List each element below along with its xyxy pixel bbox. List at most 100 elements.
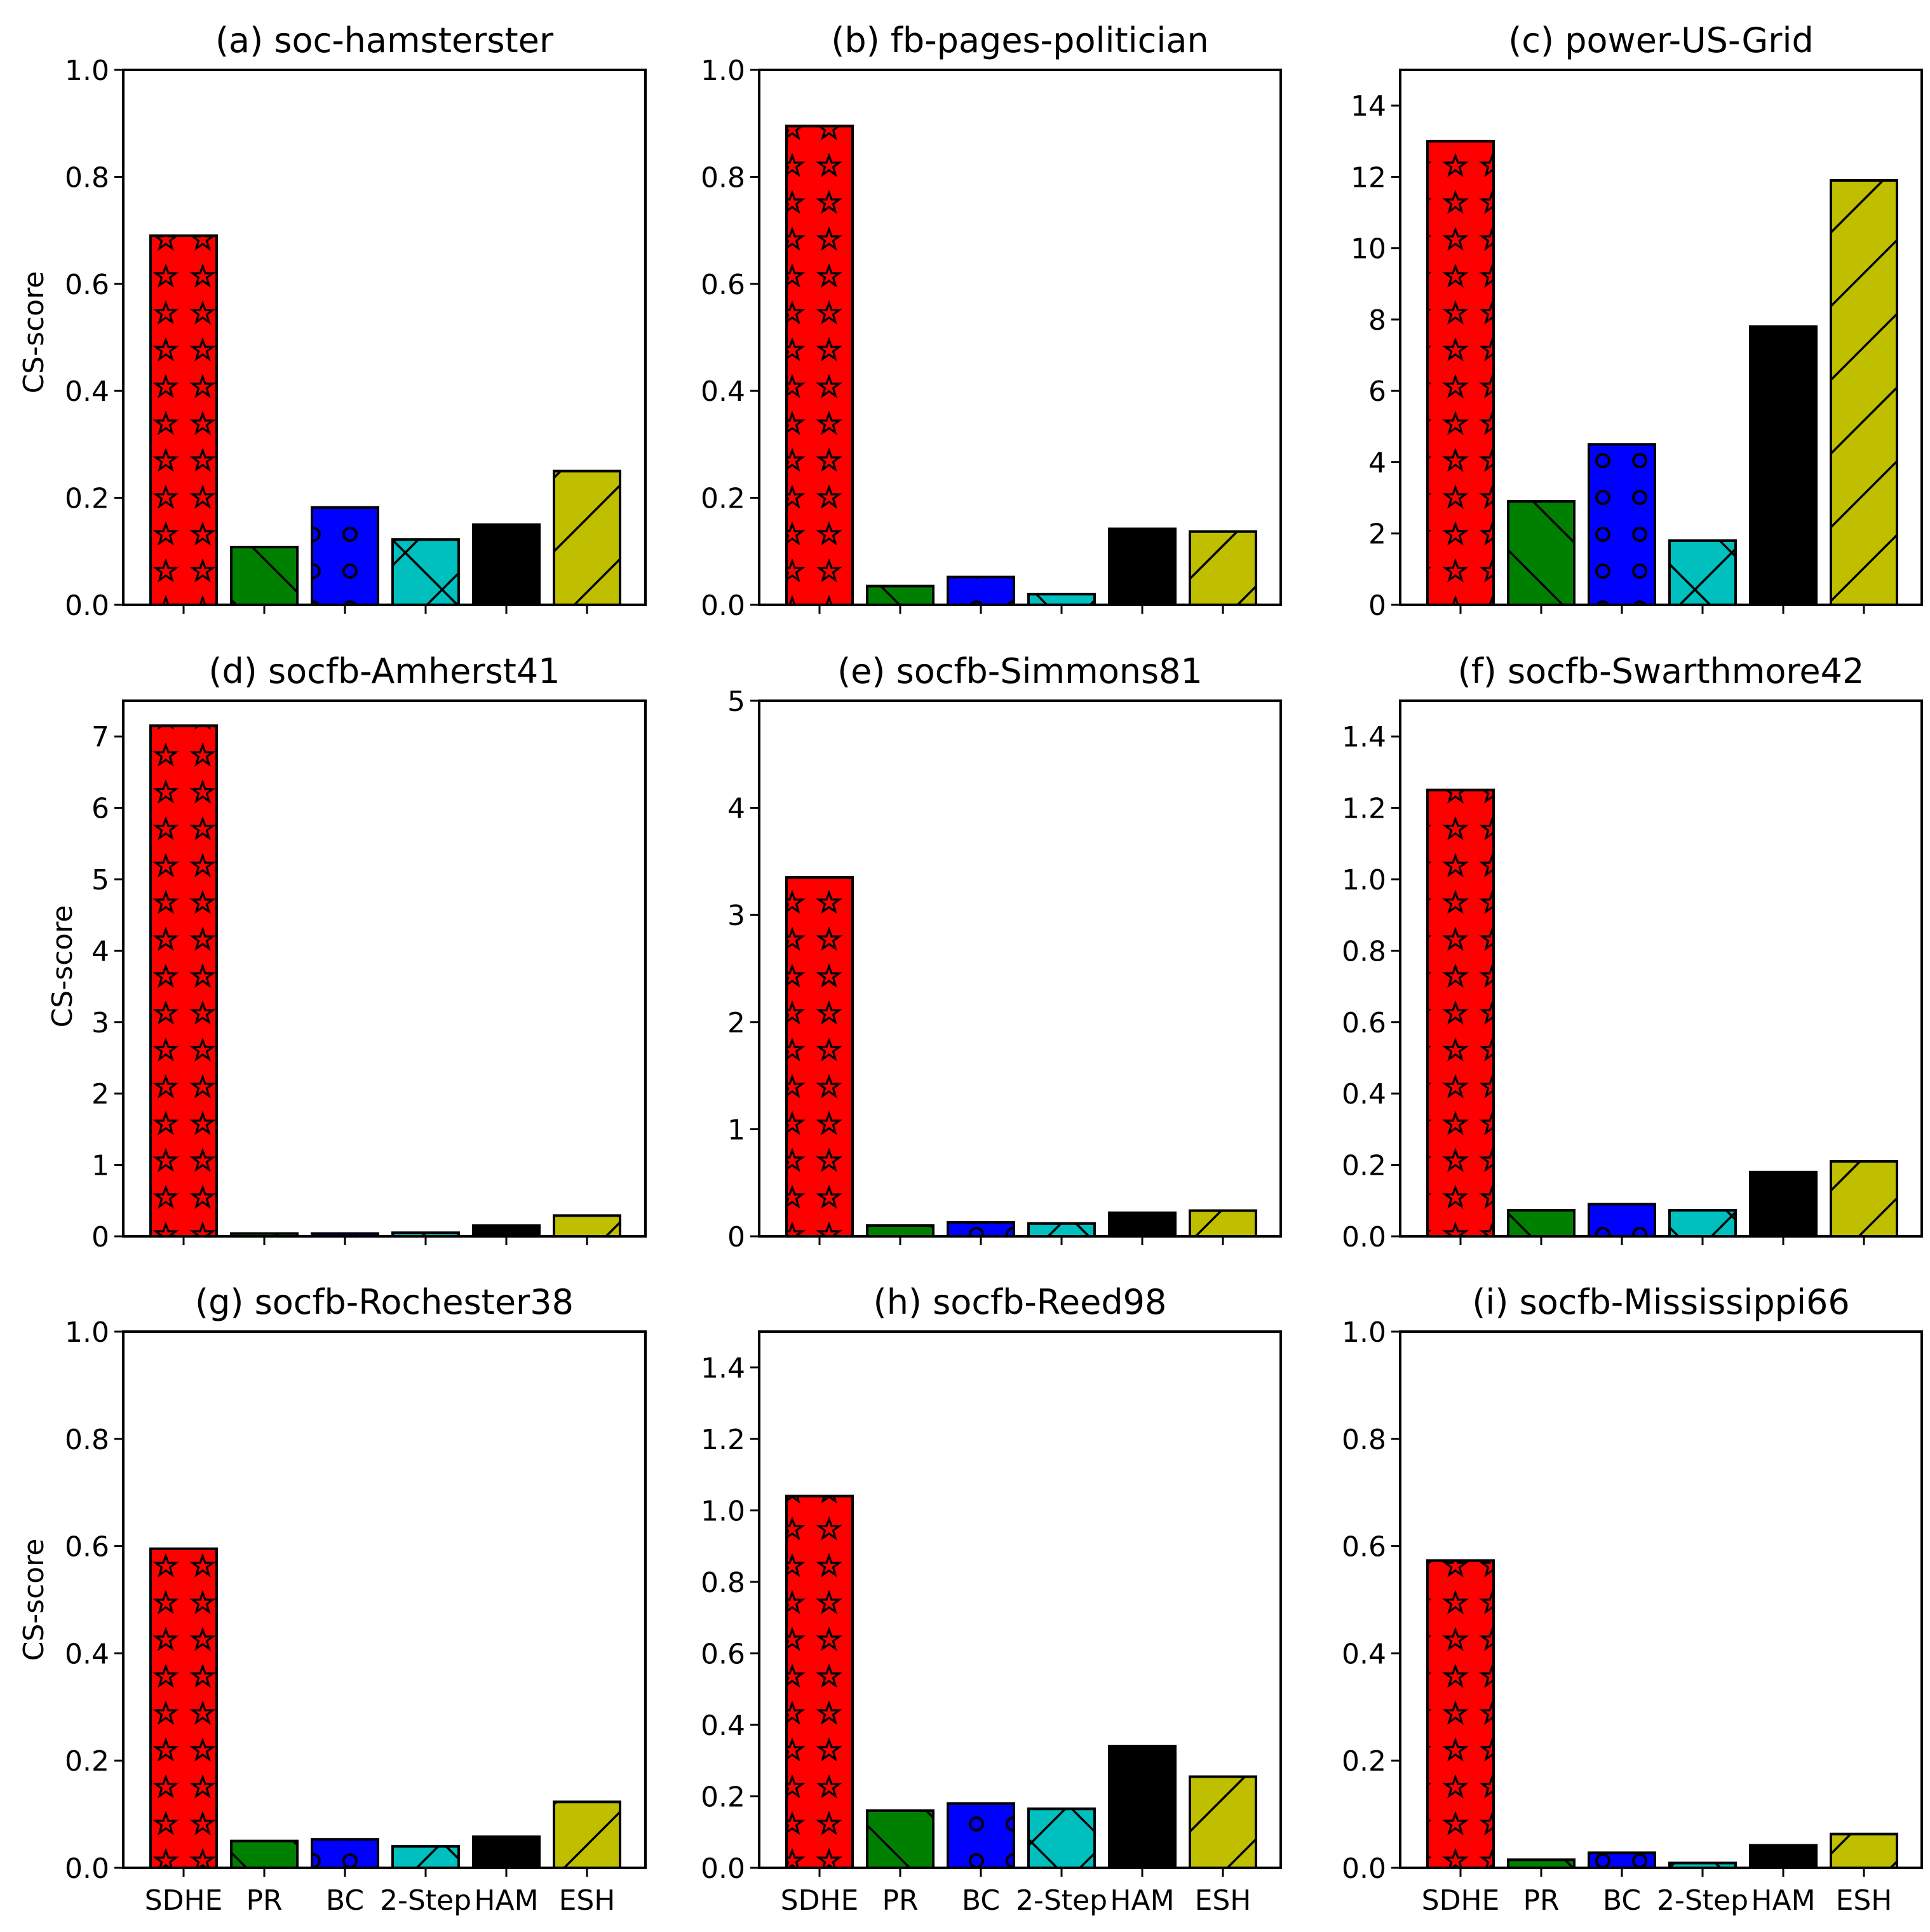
y-tick-label: 0.0 <box>1342 1221 1386 1253</box>
x-tick-label: ESH <box>559 1884 616 1917</box>
bar-hatch-bc <box>312 1839 378 1868</box>
y-tick-label: 0 <box>1368 590 1386 622</box>
chart-title: (e) socfb-Simmons81 <box>837 651 1203 691</box>
chart-layer: 0.00.20.40.60.81.0(a) soc-hamsterster0.0… <box>65 20 1923 1917</box>
y-tick-label: 0.8 <box>701 161 745 194</box>
y-tick-label: 0.0 <box>65 590 109 622</box>
bar-hatch-2-step <box>393 1846 459 1868</box>
bar-hatch-sdhe <box>151 726 217 1236</box>
y-tick-label: 6 <box>91 793 109 825</box>
chart-title: (c) power-US-Grid <box>1508 20 1814 60</box>
bar-hatch-bc <box>1589 1204 1655 1236</box>
y-tick-label: 1.2 <box>701 1424 745 1456</box>
axes-frame <box>758 699 1282 1238</box>
bar-hatch-sdhe <box>151 1548 217 1868</box>
chart-panel-6: 0.0 0.2 0.4 0.6 0.8 1.0 1.2 1.4 (f) socfb-Swarth… <box>1342 651 1923 1253</box>
y-tick-label: 12 <box>1351 161 1386 194</box>
x-tick-label: PR <box>246 1884 282 1917</box>
bar-hatch-pr <box>231 1233 297 1236</box>
y-tick-label: 6 <box>1368 375 1386 408</box>
y-tick-label: 4 <box>727 793 745 825</box>
bar-hatch-sdhe <box>151 236 217 605</box>
y-tick-label: 14 <box>1351 90 1386 123</box>
y-tick-label: 0.2 <box>65 1745 109 1778</box>
bar-hatch-pr <box>867 1226 933 1236</box>
y-tick-label: 0.8 <box>65 1424 109 1456</box>
y-tick-label: 1 <box>727 1114 745 1146</box>
y-tick-label: 4 <box>1368 447 1386 479</box>
bar-ham <box>1749 1170 1818 1238</box>
axes-frame <box>122 1330 647 1869</box>
y-tick-label: 1.0 <box>1342 864 1386 896</box>
y-axis-label-row-2: CS-score <box>46 905 79 1028</box>
y-tick-label: 0.8 <box>65 161 109 194</box>
chart-panel-7: 0.0 0.2 0.4 0.6 0.8 1.0 SDHE PR BC 2-Step HAM ESH (g… <box>65 1282 647 1917</box>
bar-hatch-sdhe <box>786 877 853 1236</box>
x-tick-label: SDHE <box>781 1884 859 1917</box>
y-tick-label: 0.6 <box>701 1638 745 1670</box>
bar-ham <box>1108 527 1177 606</box>
y-tick-label: 0.6 <box>1342 1531 1386 1564</box>
y-tick-label: 2 <box>1368 518 1386 551</box>
y-tick-label: 1.0 <box>65 55 109 87</box>
bar-hatch-pr <box>231 1841 297 1868</box>
bar-hatch-esh <box>1831 1834 1897 1868</box>
x-tick-label: BC <box>962 1884 1000 1917</box>
bar-hatch-bc <box>1589 1853 1655 1868</box>
y-tick-label: 0.2 <box>701 1781 745 1813</box>
y-tick-label: 0.6 <box>701 269 745 301</box>
bar-hatch-sdhe <box>786 126 853 605</box>
y-tick-label: 3 <box>91 1007 109 1039</box>
chart-panel-2: 0.0 0.2 0.4 0.6 0.8 1.0 (b) fb-pages-politicia… <box>701 20 1282 622</box>
bar-ham <box>472 523 541 607</box>
y-tick-label: 0.4 <box>1342 1078 1386 1111</box>
bar-hatch-sdhe <box>1427 1560 1494 1868</box>
bar-hatch-2-step <box>1670 540 1736 605</box>
chart-title: (d) socfb-Amherst41 <box>208 651 560 691</box>
y-tick-label: 0 <box>91 1221 109 1253</box>
bar-hatch-bc <box>948 577 1014 605</box>
chart-panel-8: 0.0 0.2 0.4 0.6 0.8 1.0 1.2 1.4 SDHE PR BC 2-Step HA… <box>701 1282 1282 1917</box>
bar-hatch-esh <box>554 1215 620 1236</box>
bar-hatch-sdhe <box>786 1496 853 1868</box>
y-tick-label: 0.2 <box>701 483 745 515</box>
axes-frame <box>1399 699 1923 1238</box>
bar-hatch-esh <box>1831 1161 1897 1236</box>
bar-hatch-2-step <box>1670 1210 1736 1236</box>
chart-title: (g) socfb-Rochester38 <box>195 1282 574 1322</box>
bar-hatch-esh <box>1190 531 1256 605</box>
bar-hatch-pr <box>867 586 933 605</box>
axes-frame <box>758 69 1282 606</box>
y-tick-label: 0.0 <box>1342 1853 1386 1885</box>
bar-hatch-esh <box>1831 180 1897 605</box>
chart-panel-3: 0 2 4 6 8 10 12 14 (c) power-US-Grid <box>1351 20 1923 622</box>
x-tick-label: SDHE <box>1422 1884 1500 1917</box>
x-tick-label: SDHE <box>145 1884 223 1917</box>
y-tick-label: 2 <box>727 1007 745 1039</box>
x-tick-label: HAM <box>1751 1884 1815 1917</box>
bar-hatch-pr <box>1508 1210 1574 1236</box>
y-tick-label: 0.2 <box>65 483 109 515</box>
bar-hatch-2-step <box>1670 1863 1736 1868</box>
y-tick-label: 1.4 <box>701 1352 745 1384</box>
y-tick-label: 0.8 <box>1342 935 1386 968</box>
y-tick-label: 1 <box>91 1150 109 1182</box>
y-tick-label: 1.0 <box>701 55 745 87</box>
y-tick-label: 0.4 <box>701 375 745 408</box>
bar-hatch-2-step <box>1029 1809 1095 1868</box>
bar-ham <box>1749 1844 1818 1869</box>
y-tick-label: 2 <box>91 1078 109 1111</box>
y-tick-label: 1.0 <box>701 1495 745 1527</box>
x-tick-label: HAM <box>1110 1884 1174 1917</box>
bar-hatch-bc <box>1589 444 1655 605</box>
y-tick-label: 5 <box>91 864 109 896</box>
bar-hatch-bc <box>948 1803 1014 1868</box>
y-tick-label: 0.4 <box>65 375 109 408</box>
y-axis-label-row-1: CS-score <box>18 271 50 394</box>
y-tick-label: 0.8 <box>701 1567 745 1599</box>
chart-title: (i) socfb-Mississippi66 <box>1472 1282 1849 1322</box>
bar-hatch-sdhe <box>1427 141 1494 605</box>
chart-panel-4: 0 1 2 3 4 5 6 7 (d) socfb-Amherst41 <box>91 651 647 1253</box>
